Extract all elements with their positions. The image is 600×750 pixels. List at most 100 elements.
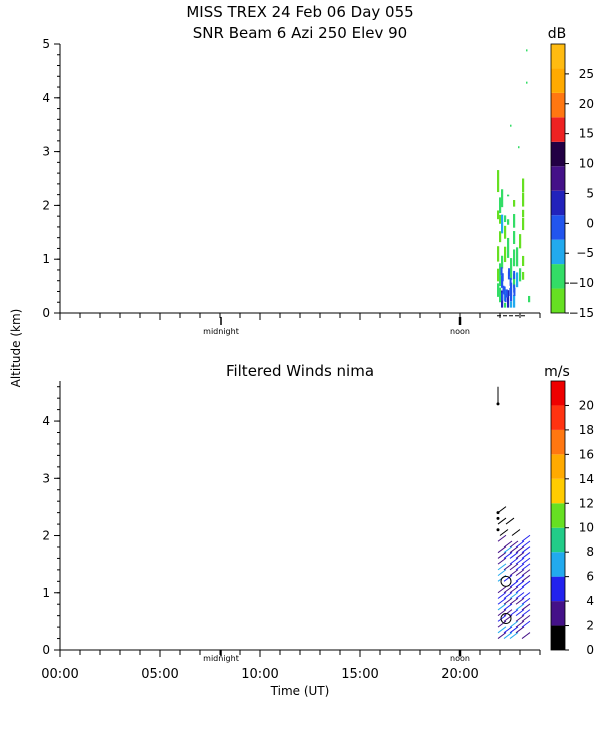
- wind-barb: [503, 563, 513, 571]
- x-tick-label: 15:00: [341, 667, 378, 682]
- snr-cell: [501, 275, 504, 288]
- x-axis-label: Time (UT): [270, 684, 330, 698]
- wind-barb: [521, 597, 531, 605]
- wind-calm-marker: [500, 575, 512, 587]
- wind-point: [496, 511, 500, 515]
- snr-cell: [522, 192, 525, 207]
- winds-title: Filtered Winds nima: [226, 362, 374, 380]
- wind-barb: [503, 603, 513, 611]
- wind-barb: [515, 569, 525, 576]
- snr-cell: [507, 237, 510, 258]
- snr-colorbar-tick-label: 5: [586, 186, 594, 200]
- snr-y-tick-label: 2: [42, 198, 50, 212]
- snr-cell: [499, 287, 502, 303]
- snr-noon-label: noon: [450, 327, 470, 336]
- winds-colorbar-segment: [551, 381, 565, 406]
- wind-barb: [505, 517, 515, 525]
- wind-barb: [497, 586, 507, 594]
- winds-colorbar-unit: m/s: [544, 364, 570, 380]
- wind-barb: [521, 614, 531, 622]
- snr-colorbar-segment: [551, 190, 565, 216]
- wind-barb: [497, 506, 507, 514]
- wind-barb: [509, 620, 519, 628]
- snr-colorbar-tick-label: 10: [579, 157, 594, 171]
- snr-cell: [513, 287, 516, 297]
- snr-cell: [522, 255, 525, 266]
- wind-barb: [515, 603, 525, 611]
- wind-barb: [521, 546, 531, 554]
- winds-colorbar-tick-label: 10: [579, 521, 594, 535]
- snr-cell: [499, 197, 502, 214]
- snr-cell: [497, 246, 500, 262]
- winds-x-ticks: [59, 650, 541, 657]
- wind-barb: [503, 574, 513, 582]
- snr-cell: [522, 209, 525, 218]
- snr-cell: [509, 277, 512, 286]
- snr-cell: [507, 219, 510, 225]
- winds-midnight-label: midnight: [203, 654, 239, 663]
- wind-barb: [497, 534, 507, 542]
- snr-cell: [501, 214, 504, 234]
- winds-colorbar-segment: [551, 625, 565, 650]
- wind-barb: [515, 546, 525, 554]
- winds-y-tick-label: 4: [42, 414, 50, 428]
- wind-barb: [521, 603, 531, 611]
- wind-barb: [521, 580, 531, 588]
- wind-barb: [509, 632, 519, 639]
- snr-panel: 0 1 2 3 4 5 midnight noon dB 25 20 15 10 5 0 −5 −10 −…: [42, 26, 594, 336]
- snr-cell: [522, 217, 525, 231]
- winds-midnight-marker: midnight: [203, 650, 239, 663]
- winds-colorbar-tick-label: 20: [579, 398, 594, 412]
- snr-x-ticks: [59, 313, 541, 320]
- wind-barb: [497, 632, 507, 639]
- snr-y-tick-label: 0: [42, 306, 50, 320]
- snr-colorbar-tick-label: 25: [579, 67, 594, 81]
- snr-midnight-marker: midnight: [203, 317, 239, 336]
- winds-y-tick-label: 1: [42, 586, 50, 600]
- wind-barb: [515, 626, 525, 634]
- snr-cell: [513, 200, 516, 207]
- wind-barb: [497, 546, 507, 554]
- wind-barb: [511, 529, 521, 536]
- snr-colorbar-tick-label: 15: [579, 127, 594, 141]
- wind-barb: [509, 586, 519, 594]
- winds-noon-label: noon: [450, 654, 470, 663]
- snr-cell: [519, 268, 522, 282]
- snr-point: [510, 124, 512, 127]
- snr-cell: [510, 301, 513, 308]
- wind-barb: [509, 597, 519, 605]
- wind-barb: [515, 574, 525, 582]
- winds-colorbar-tick-label: 0: [586, 643, 594, 657]
- snr-noon-marker: noon: [450, 317, 470, 336]
- wind-barb: [497, 517, 507, 525]
- wind-barb: [503, 597, 513, 605]
- wind-barb: [509, 580, 519, 588]
- x-tick-label: 10:00: [241, 667, 278, 682]
- wind-barb: [515, 614, 525, 622]
- winds-colorbar-tick-label: 18: [579, 423, 594, 437]
- wind-barb: [521, 569, 531, 576]
- snr-cell: [507, 194, 510, 197]
- snr-cell: [497, 283, 500, 297]
- snr-cell: [513, 295, 516, 308]
- snr-colorbar: 25 20 15 10 5 0 −5 −10 −15: [550, 43, 594, 320]
- winds-colorbar-segment: [551, 405, 565, 430]
- winds-colorbar-tick-label: 4: [586, 594, 594, 608]
- snr-cell: [499, 214, 502, 224]
- wind-barb: [521, 620, 531, 628]
- wind-barb: [515, 592, 525, 599]
- snr-y-ticks: 0 1 2 3 4 5: [42, 37, 60, 320]
- wind-barb: [503, 586, 513, 594]
- snr-cell: [499, 231, 502, 243]
- winds-colorbar-tick-label: 8: [586, 545, 594, 559]
- snr-cell: [504, 302, 507, 308]
- snr-colorbar-segment: [551, 141, 565, 167]
- snr-cell: [510, 258, 513, 280]
- wind-barb: [503, 626, 513, 634]
- x-tick-label: 05:00: [141, 667, 178, 682]
- snr-colorbar-segment: [551, 117, 565, 142]
- snr-cell: [504, 225, 507, 239]
- winds-y-tick-label: 3: [42, 471, 50, 485]
- wind-barb: [515, 609, 525, 617]
